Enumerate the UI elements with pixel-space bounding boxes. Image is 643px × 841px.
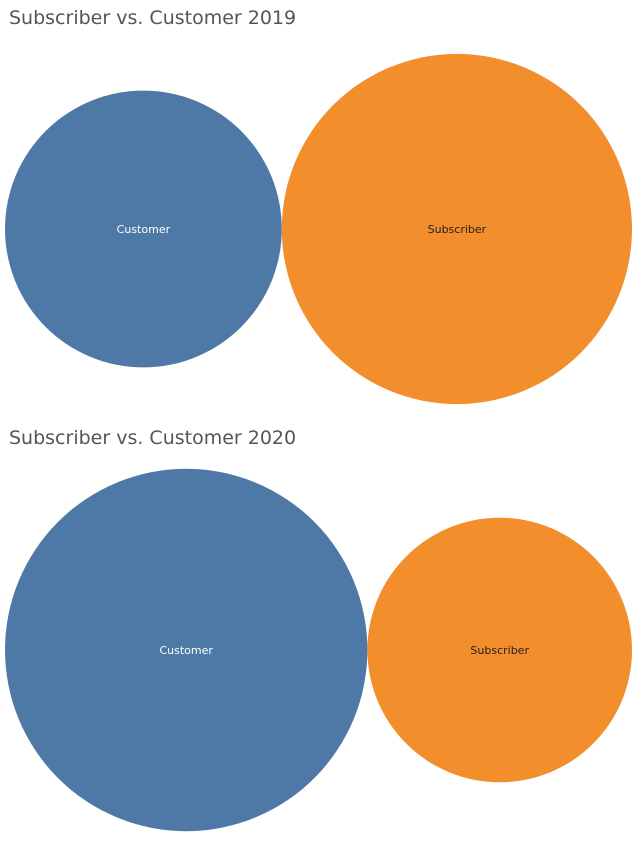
bubble-label-customer: Customer (117, 223, 171, 236)
bubble-label-customer: Customer (159, 644, 213, 657)
chart-title-2020: Subscriber vs. Customer 2020 (9, 427, 297, 449)
chart-2020: Customer Subscriber Subscriber vs. Custom… (0, 420, 643, 841)
bubble-chart-2020: Customer Subscriber (5, 468, 632, 832)
chart-2019: Customer Subscriber Subscriber vs. Custom… (0, 0, 643, 420)
bubble-chart-2019: Customer Subscriber (5, 53, 632, 405)
bubble-subscriber[interactable] (367, 517, 632, 783)
chart-title-2019: Subscriber vs. Customer 2019 (9, 7, 297, 29)
bubble-label-subscriber: Subscriber (428, 223, 487, 236)
bubble-customer[interactable] (5, 468, 368, 832)
bubble-label-subscriber: Subscriber (470, 644, 529, 657)
bubble-subscriber[interactable] (281, 53, 632, 405)
bubble-customer[interactable] (5, 90, 282, 368)
